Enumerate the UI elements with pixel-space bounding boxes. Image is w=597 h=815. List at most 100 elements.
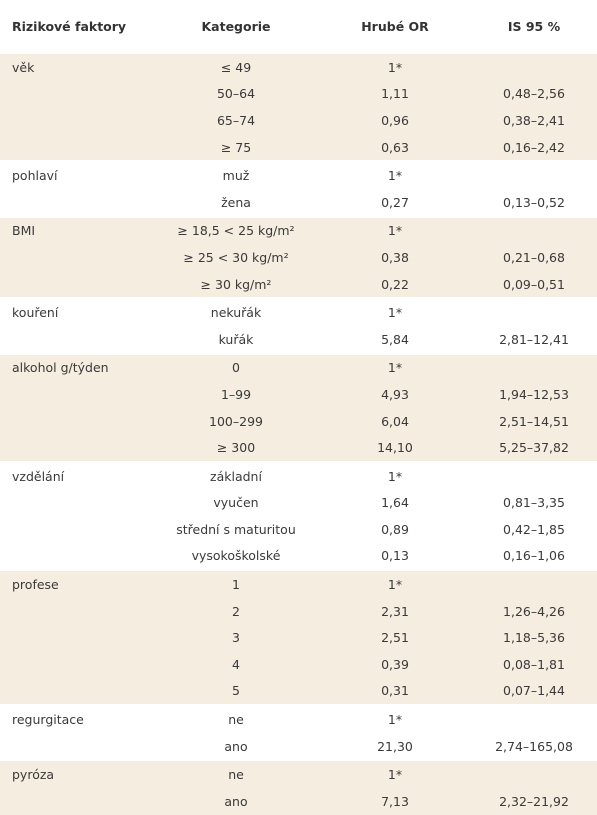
group: pohlaví muž 1* žena 0,27 0,13–0,52 <box>0 160 597 217</box>
or-cell: 0,31 <box>319 677 471 706</box>
category-cell: ≤ 49 <box>153 52 319 81</box>
factor-cell: alkohol g/týden <box>0 352 153 382</box>
category-cell: ano <box>224 738 248 754</box>
ci-cell <box>471 460 597 490</box>
row: ano 7,13 2,32–21,92 <box>0 788 597 815</box>
factor-cell <box>0 381 153 408</box>
row: žena 0,27 0,13–0,52 <box>0 189 597 217</box>
row: střední s maturitou 0,89 0,42–1,85 <box>0 516 597 543</box>
header-row: Rizikové faktory Kategorie Hrubé OR IS 9… <box>0 0 597 53</box>
ci-cell: 0,08–1,81 <box>471 651 597 678</box>
category-cell: 2 <box>153 597 319 625</box>
header-cell: Kategorie <box>201 18 271 34</box>
factor-cell <box>0 80 153 108</box>
category-cell: vysokoškolské <box>191 548 281 564</box>
ci-cell: 0,42–1,85 <box>503 521 565 537</box>
category-cell: 1–99 <box>153 381 319 408</box>
category-cell: kuřák <box>218 331 254 347</box>
ci-cell: 1,26–4,26 <box>471 597 597 625</box>
row: kuřák 5,84 2,81–12,41 <box>0 326 597 354</box>
row: BMI ≥ 18,5 < 25 kg/m² 1* <box>0 215 597 245</box>
ci-cell: 0,16–2,42 <box>471 133 597 162</box>
or-cell: 7,13 <box>319 788 471 815</box>
header-cell: IS 95 % <box>507 18 561 34</box>
category-cell: ≥ 30 kg/m² <box>153 270 319 299</box>
factor-cell: věk <box>0 52 153 81</box>
group: věk ≤ 49 1* 50–64 1,11 0,48–2,56 65–74 0,96 0,38… <box>0 52 597 162</box>
or-cell: 5,84 <box>381 331 409 347</box>
row: ano 21,30 2,74–165,08 <box>0 733 597 761</box>
row: regurgitace ne 1* <box>0 704 597 733</box>
ci-cell <box>471 52 597 81</box>
factor-cell <box>0 326 153 354</box>
or-cell: 14,10 <box>319 434 471 462</box>
or-cell: 4,93 <box>319 381 471 408</box>
ci-cell: 0,16–1,06 <box>503 548 565 564</box>
category-cell: základní <box>153 460 319 490</box>
category-cell: 50–64 <box>153 80 319 108</box>
factor-cell: BMI <box>0 215 153 245</box>
row: vyučen 1,64 0,81–3,35 <box>0 490 597 517</box>
group: BMI ≥ 18,5 < 25 kg/m² 1* ≥ 25 < 30 kg/m² 0,3… <box>0 215 597 299</box>
factor-cell <box>0 490 153 517</box>
or-cell: 2,31 <box>319 597 471 625</box>
ci-cell: 1,94–12,53 <box>471 381 597 408</box>
factor-cell: kouření <box>0 297 153 326</box>
or-cell: 0,39 <box>319 651 471 678</box>
factor-cell <box>0 677 153 706</box>
or-cell: 0,27 <box>381 194 409 210</box>
row: ≥ 30 kg/m² 0,22 0,09–0,51 <box>0 270 597 299</box>
or-cell: 0,38 <box>319 244 471 271</box>
category-cell: 1 <box>153 569 319 598</box>
row: věk ≤ 49 1* <box>0 52 597 81</box>
row: pyróza ne 1* <box>0 759 597 789</box>
or-cell: 1* <box>319 352 471 382</box>
or-cell: 1* <box>319 704 471 733</box>
ci-cell <box>471 297 597 326</box>
factor-cell <box>0 244 153 271</box>
group: profese 1 1* 2 2,31 1,26–4,26 3 2,51 1,18–5,36 4 0… <box>0 569 597 706</box>
row: 1–99 4,93 1,94–12,53 <box>0 381 597 408</box>
ci-cell: 0,81–3,35 <box>503 495 565 511</box>
or-cell: 21,30 <box>377 738 413 754</box>
ci-cell: 0,21–0,68 <box>471 244 597 271</box>
row: vzdělání základní 1* <box>0 460 597 490</box>
ci-cell <box>471 160 597 189</box>
ci-cell: 0,09–0,51 <box>471 270 597 299</box>
ci-cell <box>471 569 597 598</box>
or-cell: 1* <box>319 215 471 245</box>
row: profese 1 1* <box>0 569 597 598</box>
category-cell: ≥ 18,5 < 25 kg/m² <box>153 215 319 245</box>
category-cell: ne <box>153 759 319 789</box>
ci-cell: 0,48–2,56 <box>471 80 597 108</box>
or-cell: 1* <box>319 52 471 81</box>
factor-cell <box>0 543 153 571</box>
group: vzdělání základní 1* vyučen 1,64 0,81–3,35 stř… <box>0 460 597 571</box>
row: vysokoškolské 0,13 0,16–1,06 <box>0 543 597 571</box>
row: 65–74 0,96 0,38–2,41 <box>0 107 597 134</box>
factor-cell <box>0 107 153 134</box>
row: alkohol g/týden 0 1* <box>0 352 597 382</box>
or-cell: 6,04 <box>319 407 471 435</box>
ci-cell: 5,25–37,82 <box>471 434 597 462</box>
category-cell: 0 <box>153 352 319 382</box>
or-cell: 1* <box>319 759 471 789</box>
header-cell: Rizikové faktory <box>12 18 127 34</box>
ci-cell: 0,38–2,41 <box>471 107 597 134</box>
category-cell: ≥ 300 <box>153 434 319 462</box>
factor-cell: pyróza <box>0 759 153 789</box>
ci-cell: 1,18–5,36 <box>471 624 597 652</box>
or-cell: 1* <box>319 160 471 189</box>
factor-cell <box>0 434 153 462</box>
ci-cell: 2,32–21,92 <box>471 788 597 815</box>
row: kouření nekuřák 1* <box>0 297 597 326</box>
ci-cell <box>471 215 597 245</box>
or-cell: 0,13 <box>381 548 409 564</box>
or-cell: 1,64 <box>381 495 409 511</box>
factor-cell <box>0 516 153 543</box>
row: 4 0,39 0,08–1,81 <box>0 651 597 678</box>
factor-cell: regurgitace <box>0 704 153 733</box>
factor-cell <box>0 270 153 299</box>
category-cell: ne <box>153 704 319 733</box>
